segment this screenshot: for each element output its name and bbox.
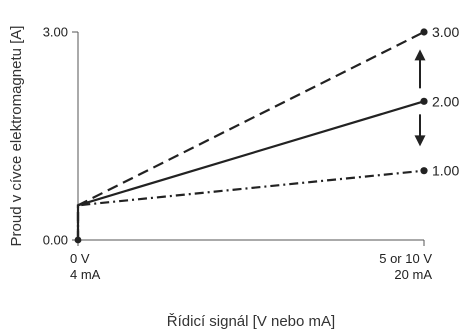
series-end-point-1	[420, 28, 428, 36]
arrow-up-head	[414, 49, 426, 61]
x-axis-title: Řídicí signál [V nebo mA]	[167, 313, 335, 330]
series-end-label-1: 3.00	[432, 24, 459, 40]
series-end-point-2	[420, 97, 428, 105]
series-end-label-3: 1.00	[432, 163, 459, 179]
x-tick-label: 5 or 10 V	[379, 251, 432, 266]
series-line-3	[76, 169, 425, 240]
series-layer	[74, 28, 428, 244]
axes: 0.00 3.00 0 V4 mA 5 or 10 V20 mA Proud v cív…	[8, 25, 432, 331]
y-tick-label: 3.00	[43, 25, 68, 40]
y-tick-label: 0.00	[43, 233, 68, 248]
series-line-2	[76, 100, 425, 240]
series-end-point-3	[420, 167, 428, 175]
x-tick-label: 0 V	[70, 251, 90, 266]
origin-point	[74, 236, 82, 244]
series-line-1	[76, 31, 425, 240]
annotation-layer	[414, 49, 426, 147]
arrow-down-head	[414, 135, 426, 147]
series-end-label-2: 2.00	[432, 93, 459, 109]
label-layer: 3.00 2.00 1.00	[432, 24, 459, 179]
x-tick-label: 20 mA	[394, 267, 432, 282]
x-tick-label: 4 mA	[70, 267, 101, 282]
y-axis-title: Proud v cívce elektromagnetu [A]	[8, 26, 25, 247]
